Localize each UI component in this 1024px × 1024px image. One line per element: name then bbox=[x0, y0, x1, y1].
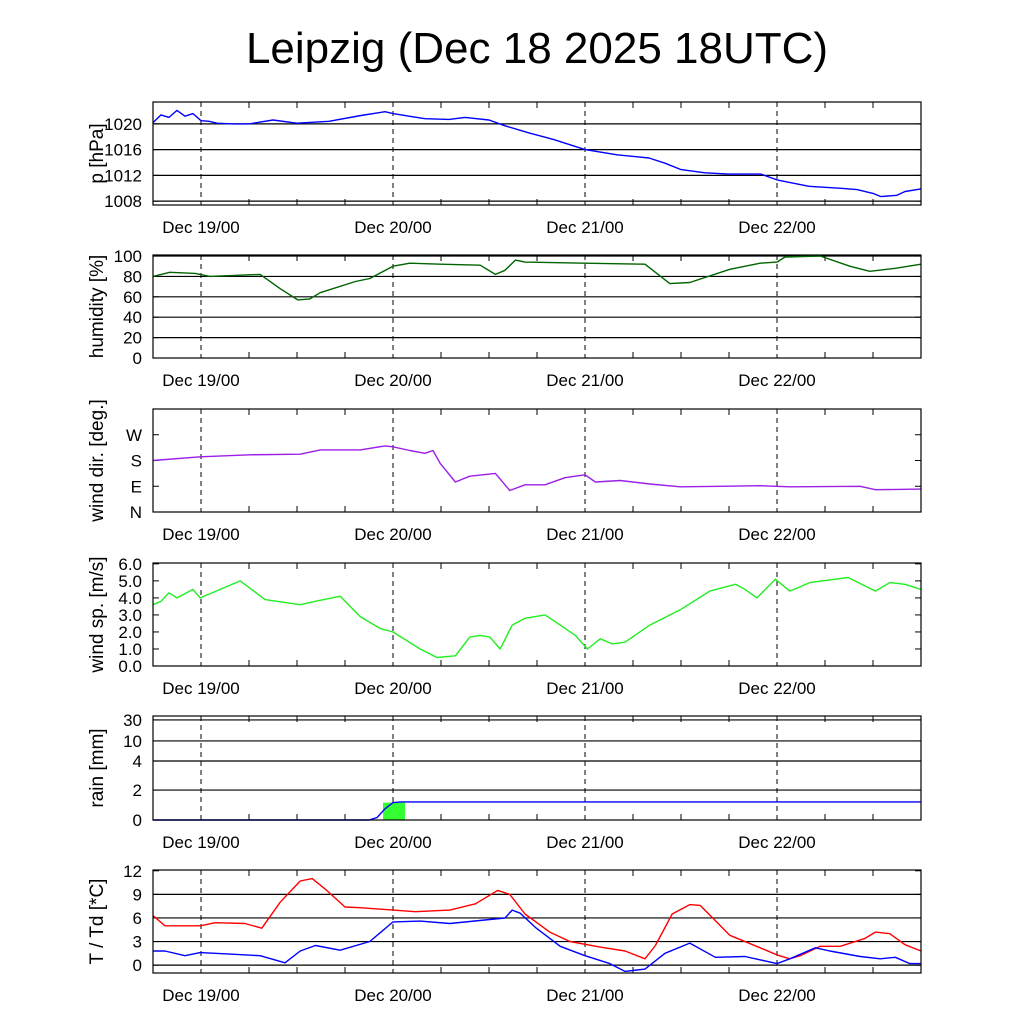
pressure-x-tick-label: Dec 20/00 bbox=[354, 218, 432, 237]
wind-direction-x-tick-label: Dec 21/00 bbox=[546, 525, 624, 544]
humidity-y-tick-label: 20 bbox=[123, 329, 142, 348]
wind-speed-y-axis-label: wind sp. [m/s] bbox=[87, 556, 108, 673]
rain-x-tick-label: Dec 19/00 bbox=[162, 833, 240, 852]
pressure-panel: 1008 1012 1016 1020 Dec 19/00 Dec 20/00 Dec 21… bbox=[87, 101, 922, 237]
wind-speed-y-tick-label: 1.0 bbox=[118, 640, 142, 659]
wind-direction-plot-frame bbox=[152, 408, 922, 513]
rain-x-tick-label: Dec 22/00 bbox=[738, 833, 816, 852]
pressure-y-tick-label: 1016 bbox=[104, 141, 142, 160]
wind-direction-y-tick-label: S bbox=[131, 452, 142, 471]
temperature-series-temperature bbox=[152, 877, 922, 960]
wind-direction-series-wind-direction bbox=[152, 445, 922, 492]
temperature-plot-frame bbox=[152, 869, 922, 974]
pressure-plot-frame bbox=[152, 101, 922, 206]
rain-y-tick-label: 2 bbox=[133, 781, 142, 800]
temperature-y-tick-label: 12 bbox=[123, 862, 142, 881]
pressure-y-tick-label: 1020 bbox=[104, 115, 142, 134]
rain-y-tick-label: 0 bbox=[133, 811, 142, 830]
temperature-x-tick-label: Dec 19/00 bbox=[162, 986, 240, 1005]
humidity-plot-frame bbox=[152, 254, 922, 359]
temperature-y-axis-label: T / Td [*C] bbox=[87, 879, 108, 965]
wind-direction-x-tick-label: Dec 19/00 bbox=[162, 525, 240, 544]
wind-speed-y-tick-label: 4.0 bbox=[118, 589, 142, 608]
humidity-y-tick-label: 60 bbox=[123, 288, 142, 307]
wind-speed-x-tick-label: Dec 19/00 bbox=[162, 679, 240, 698]
pressure-y-axis-label: p [hPa] bbox=[87, 123, 108, 183]
wind-speed-x-tick-label: Dec 21/00 bbox=[546, 679, 624, 698]
rain-y-tick-label: 4 bbox=[133, 752, 142, 771]
rain-x-tick-label: Dec 21/00 bbox=[546, 833, 624, 852]
rain-panel: 0 2 410 30 Dec 19/00 Dec 20/00 Dec 21/00 Dec 22… bbox=[87, 711, 922, 852]
rain-y-axis-label: rain [mm] bbox=[87, 728, 108, 807]
temperature-y-tick-label: 6 bbox=[133, 909, 142, 928]
humidity-y-tick-label: 40 bbox=[123, 308, 142, 327]
temperature-x-tick-label: Dec 21/00 bbox=[546, 986, 624, 1005]
pressure-x-tick-label: Dec 21/00 bbox=[546, 218, 624, 237]
wind-speed-plot-frame bbox=[152, 562, 922, 667]
wind-speed-x-tick-label: Dec 20/00 bbox=[354, 679, 432, 698]
wind-speed-y-tick-label: 0.0 bbox=[118, 657, 142, 676]
wind-direction-y-tick-label: E bbox=[131, 477, 142, 496]
rain-bar bbox=[383, 802, 405, 820]
temperature-y-tick-label: 0 bbox=[133, 956, 142, 975]
temperature-series-dew-point bbox=[153, 909, 921, 973]
rain-x-tick-label: Dec 20/00 bbox=[354, 833, 432, 852]
wind-direction-y-tick-label: N bbox=[130, 503, 142, 522]
humidity-y-tick-label: 0 bbox=[133, 349, 142, 368]
humidity-y-axis-label: humidity [%] bbox=[87, 255, 108, 358]
pressure-y-tick-label: 1008 bbox=[104, 192, 142, 211]
temperature-y-tick-label: 9 bbox=[133, 885, 142, 904]
humidity-x-tick-label: Dec 21/00 bbox=[546, 371, 624, 390]
wind-speed-panel: 0.01.02.03.04.05.06.0 Dec 19/00 Dec 20/00 D… bbox=[87, 555, 922, 698]
wind-direction-y-axis-label: wind dir. [deg.] bbox=[87, 399, 108, 523]
wind-direction-x-tick-label: Dec 20/00 bbox=[354, 525, 432, 544]
pressure-x-tick-label: Dec 19/00 bbox=[162, 218, 240, 237]
wind-direction-x-tick-label: Dec 22/00 bbox=[738, 525, 816, 544]
wind-speed-y-tick-label: 5.0 bbox=[118, 572, 142, 591]
rain-y-tick-label: 10 bbox=[123, 732, 142, 751]
humidity-y-tick-label: 100 bbox=[114, 247, 142, 266]
temperature-panel: 0 3 6 9 12 Dec 19/00 Dec 20/00 Dec 21/00 Dec 22/… bbox=[87, 862, 922, 1005]
wind-speed-y-tick-label: 6.0 bbox=[118, 555, 142, 574]
wind-speed-y-tick-label: 3.0 bbox=[118, 606, 142, 625]
temperature-x-tick-label: Dec 22/00 bbox=[738, 986, 816, 1005]
humidity-y-tick-label: 80 bbox=[123, 267, 142, 286]
rain-plot-frame bbox=[152, 715, 922, 821]
wind-direction-y-tick-label: W bbox=[126, 426, 142, 445]
wind-speed-y-tick-label: 2.0 bbox=[118, 623, 142, 642]
temperature-y-tick-label: 3 bbox=[133, 933, 142, 952]
humidity-x-tick-label: Dec 20/00 bbox=[354, 371, 432, 390]
pressure-y-tick-label: 1012 bbox=[104, 166, 142, 185]
temperature-x-tick-label: Dec 20/00 bbox=[354, 986, 432, 1005]
humidity-x-tick-label: Dec 22/00 bbox=[738, 371, 816, 390]
pressure-x-tick-label: Dec 22/00 bbox=[738, 218, 816, 237]
rain-y-tick-label: 30 bbox=[123, 711, 142, 730]
humidity-x-tick-label: Dec 19/00 bbox=[162, 371, 240, 390]
pressure-series-pressure bbox=[152, 109, 922, 198]
humidity-series-humidity bbox=[152, 255, 922, 301]
chart-title: Leipzig (Dec 18 2025 18UTC) bbox=[245, 24, 829, 73]
wind-speed-x-tick-label: Dec 22/00 bbox=[738, 679, 816, 698]
wind-speed-series-wind-speed bbox=[152, 576, 922, 659]
